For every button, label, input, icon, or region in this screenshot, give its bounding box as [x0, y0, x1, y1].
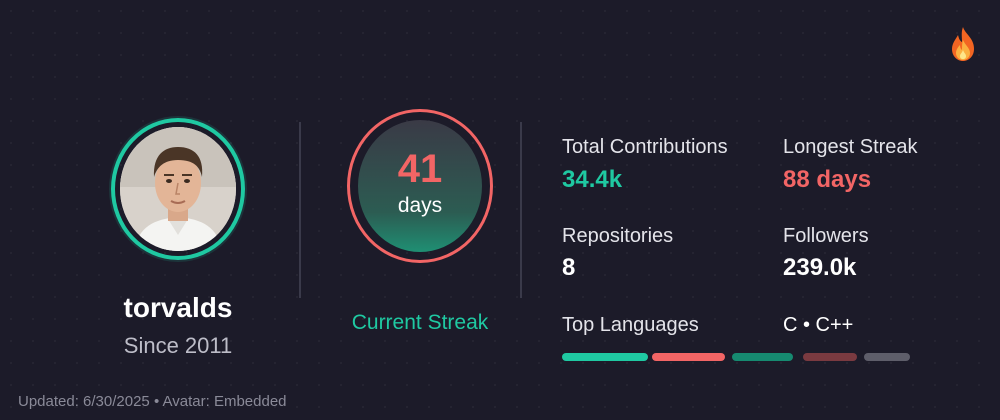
language-bar-5 — [864, 353, 910, 361]
divider — [520, 122, 522, 298]
language-bar-1 — [562, 353, 648, 361]
language-bar-4 — [803, 353, 857, 361]
footer-updated: Updated: 6/30/2025 • Avatar: Embedded — [18, 393, 287, 410]
repositories-label: Repositories — [562, 225, 674, 247]
followers-value: 239.0k — [783, 254, 857, 281]
language-bar-2 — [652, 353, 725, 361]
current-streak-unit: days — [397, 194, 443, 217]
repositories-value: 8 — [562, 254, 576, 281]
total-contributions-label: Total Contributions — [562, 136, 728, 158]
top-languages-list: C • C++ — [783, 314, 854, 336]
longest-streak-value: 88 days — [783, 166, 872, 193]
current-streak-label: Current Streak — [351, 311, 489, 334]
divider — [299, 122, 301, 298]
total-contributions-value: 34.4k — [562, 166, 623, 193]
current-streak-value: 41 — [397, 147, 443, 191]
longest-streak-label: Longest Streak — [783, 136, 918, 158]
top-languages-label: Top Languages — [562, 314, 699, 336]
current-streak-circle: 41 days — [358, 120, 482, 252]
language-bar-3 — [732, 353, 793, 361]
member-since: Since 2011 — [123, 333, 233, 358]
avatar-ring — [111, 118, 245, 260]
avatar — [120, 127, 236, 251]
current-streak-ring: 41 days — [347, 109, 493, 263]
followers-label: Followers — [783, 225, 869, 247]
username: torvalds — [123, 292, 233, 323]
fire-icon — [948, 26, 978, 62]
